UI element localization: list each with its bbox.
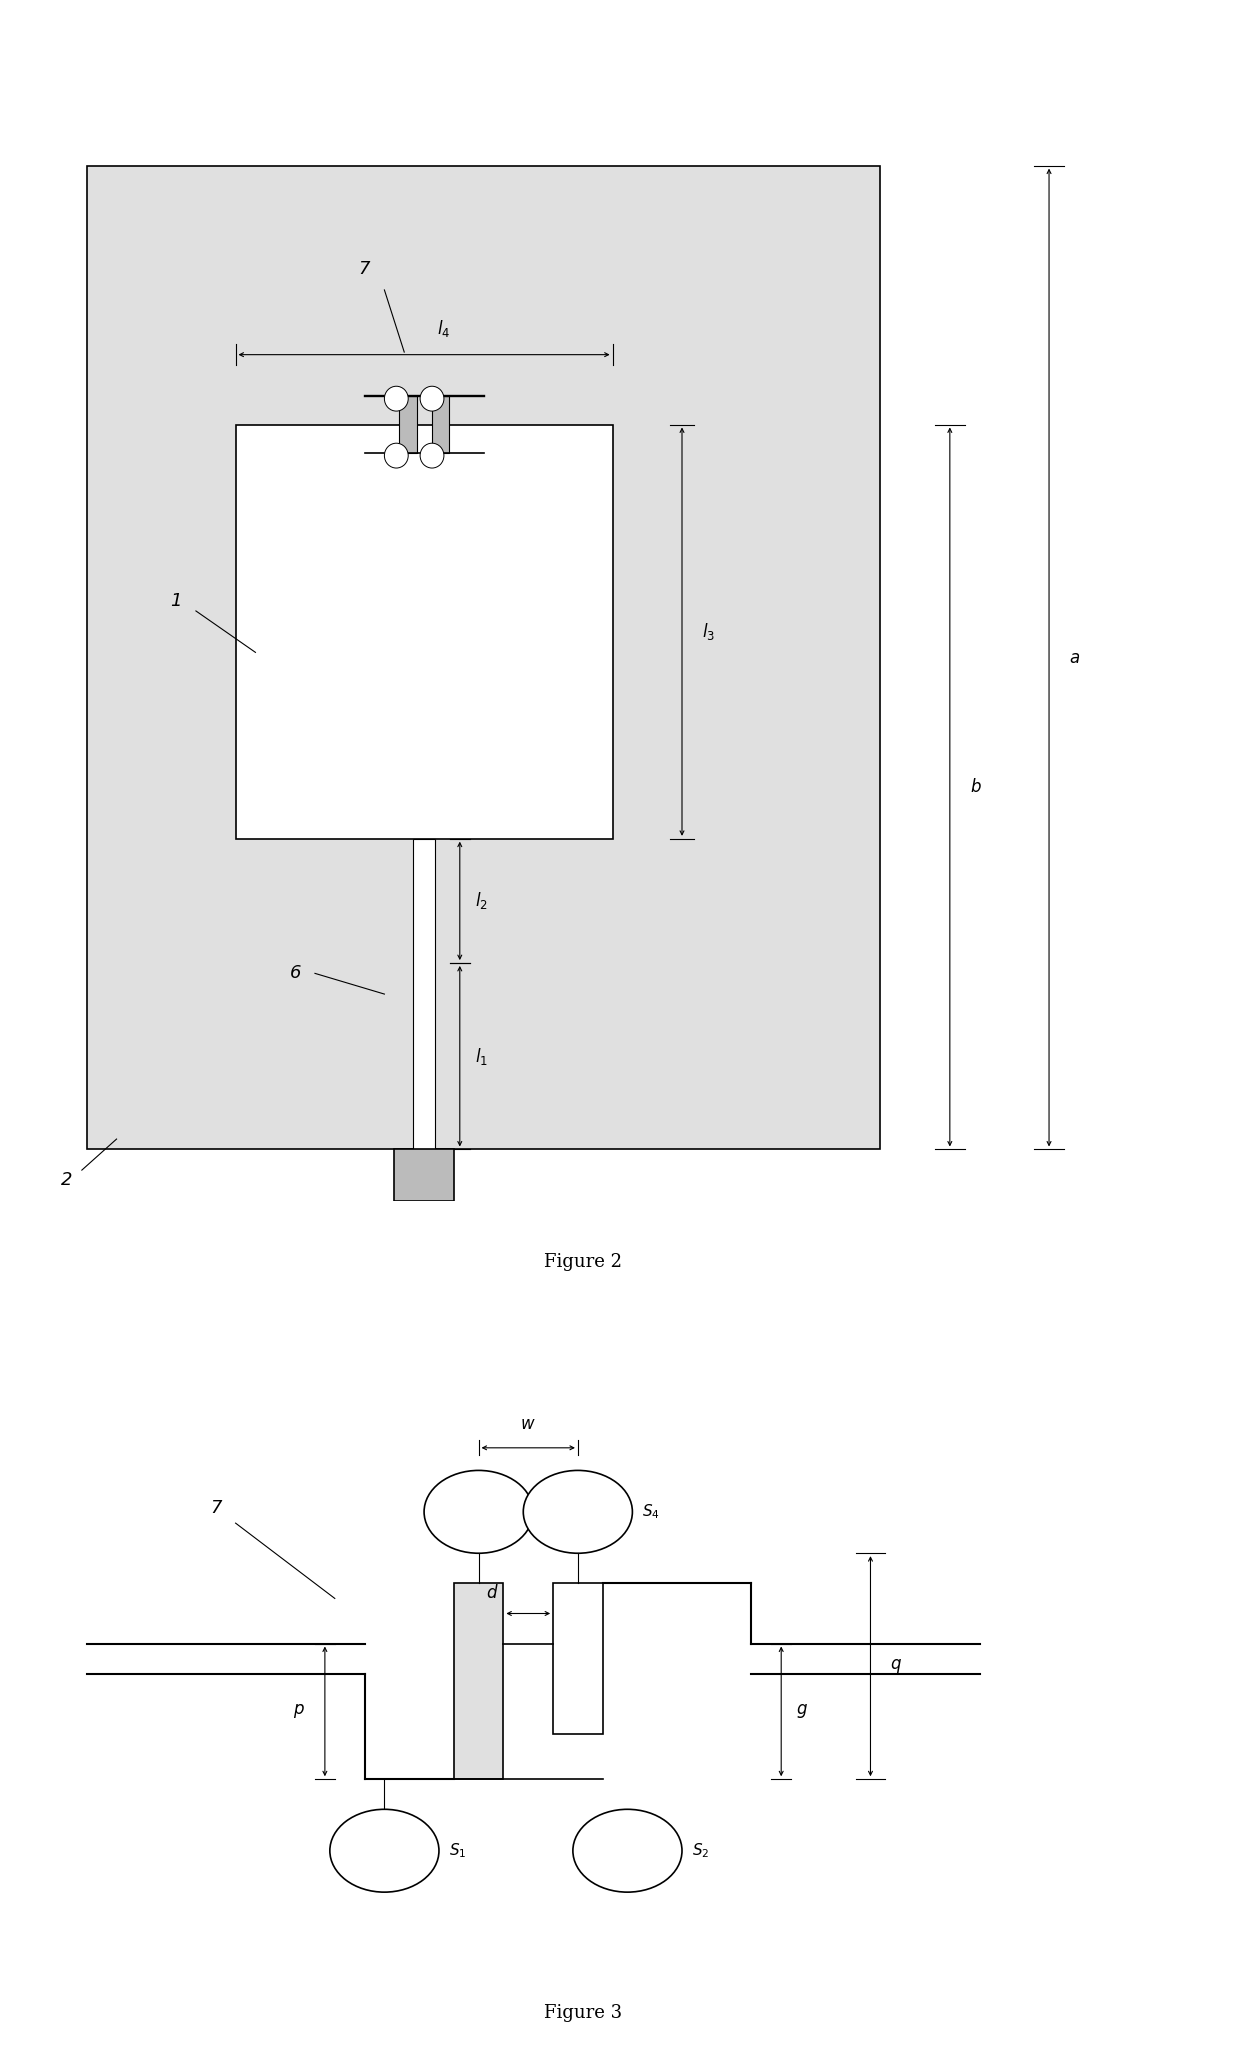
Circle shape [384, 443, 408, 468]
Text: $l_4$: $l_4$ [438, 319, 450, 340]
Text: $S_3$: $S_3$ [543, 1501, 560, 1522]
Bar [399, 396, 417, 454]
Text: $S_4$: $S_4$ [642, 1501, 660, 1522]
Bar [553, 1584, 603, 1733]
Bar [413, 839, 435, 1149]
Circle shape [384, 387, 408, 410]
Text: 6: 6 [289, 965, 301, 982]
Text: $l_3$: $l_3$ [702, 621, 715, 642]
Circle shape [424, 1470, 533, 1553]
Text: 1: 1 [170, 592, 182, 609]
Circle shape [523, 1470, 632, 1553]
Text: Figure 2: Figure 2 [544, 1253, 621, 1272]
Text: $q$: $q$ [890, 1657, 903, 1675]
Text: $l_2$: $l_2$ [475, 891, 487, 911]
Text: $d$: $d$ [486, 1584, 498, 1603]
Circle shape [420, 387, 444, 410]
Text: $a$: $a$ [1069, 648, 1080, 667]
Circle shape [330, 1810, 439, 1893]
Bar [454, 1584, 503, 1779]
Bar [394, 1149, 454, 1201]
Text: Figure 3: Figure 3 [543, 2003, 622, 2021]
Text: $p$: $p$ [293, 1702, 305, 1721]
Text: 7: 7 [358, 261, 371, 278]
Bar [236, 425, 613, 839]
Text: 2: 2 [61, 1172, 73, 1189]
Text: $w$: $w$ [521, 1414, 536, 1433]
Text: $l_1$: $l_1$ [475, 1046, 487, 1067]
Text: 7: 7 [210, 1499, 222, 1518]
Text: $S_1$: $S_1$ [449, 1841, 466, 1860]
Bar [87, 166, 880, 1149]
Text: $b$: $b$ [970, 779, 981, 795]
Circle shape [420, 443, 444, 468]
Text: $g$: $g$ [796, 1702, 808, 1721]
Bar [432, 396, 449, 454]
Circle shape [573, 1810, 682, 1893]
Text: $S_2$: $S_2$ [692, 1841, 709, 1860]
